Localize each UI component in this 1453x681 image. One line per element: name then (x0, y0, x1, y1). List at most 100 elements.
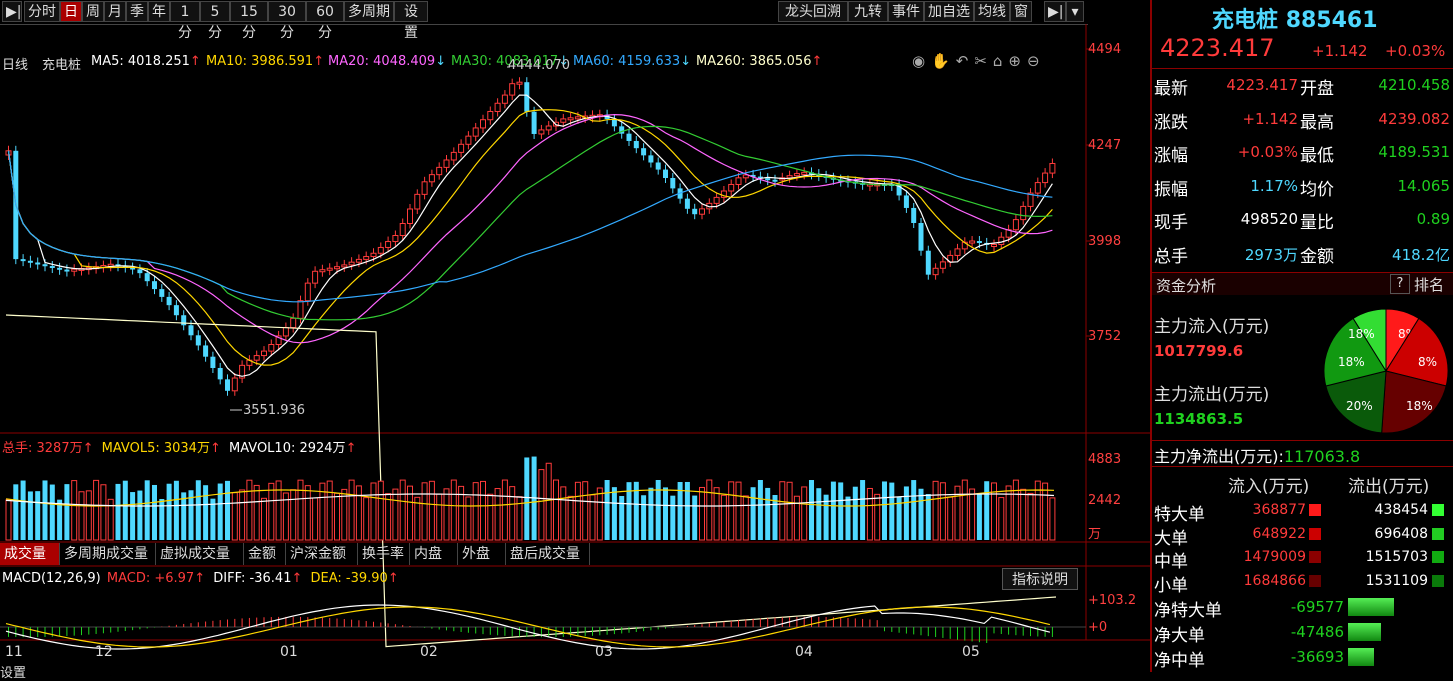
quote-label: 均价 (1300, 179, 1334, 200)
volume-axis-top: 4883 (1088, 452, 1122, 467)
net-outflow: 主力净流出(万元):117063.8 (1154, 447, 1361, 466)
period-tab-10[interactable]: 60分 (306, 1, 344, 41)
indicator-tab-8[interactable]: 盘后成交量 (506, 543, 590, 565)
indicator-tab-2[interactable]: 虚拟成交量 (156, 543, 244, 565)
volume-axis-mid: 2442 (1088, 493, 1122, 508)
indicator-tab-5[interactable]: 换手率 (358, 543, 410, 565)
volume-axis-unit: 万 (1088, 527, 1102, 542)
prev-arrow-icon[interactable]: ▶| (2, 1, 22, 22)
fund-analysis-bar: 资金分析 ? 排名 (1152, 273, 1453, 295)
high-annotation: 4444.070 (508, 58, 571, 73)
indicator-tab-4[interactable]: 沪深金额 (286, 543, 358, 565)
flow-in-swatch (1309, 504, 1321, 516)
indicator-tab-3[interactable]: 金额 (244, 543, 286, 565)
net-row-value: -36693 (1290, 648, 1344, 666)
pie-slice-label: 18% (1406, 399, 1433, 413)
quote-label: 总手 (1154, 246, 1188, 267)
flow-out-value: 696408 (1374, 525, 1428, 542)
dropdown-icon[interactable]: ▾ (1066, 1, 1084, 22)
pie-slice-label: 8% (1418, 355, 1437, 369)
pie-slice (1385, 317, 1449, 387)
quote-value: 4210.458 (1378, 76, 1450, 94)
tool-button-0[interactable]: 龙头回溯 (778, 1, 848, 22)
period-tab-0[interactable]: 分时 (24, 1, 60, 22)
x-axis-month: 04 (795, 644, 813, 660)
outflow-label: 主力流出(万元) (1154, 385, 1270, 405)
quote-value: +0.03% (1237, 143, 1298, 161)
flow-out-value: 1515703 (1365, 549, 1428, 565)
fund-pie-chart: 8%8%18%20%18%18% (1323, 308, 1449, 434)
quote-label: 开盘 (1300, 79, 1334, 99)
quote-label: 现手 (1154, 213, 1188, 233)
quote-label: 振幅 (1154, 179, 1188, 200)
flow-in-swatch (1309, 527, 1321, 540)
period-toolbar: ▶| 分时日周月季年 1分 5分 15分 30分 60分 多周期 设置 龙头回溯 九转 事件 加自选… (0, 0, 1088, 41)
period-tab-8[interactable]: 15分 (230, 1, 268, 41)
quote-label: 涨幅 (1154, 146, 1188, 166)
fund-rank-button[interactable]: 排名 (1414, 276, 1445, 294)
tool-button-3[interactable]: 加自选 (924, 1, 974, 22)
quote-value: 498520 (1240, 210, 1298, 228)
chart-tool-icons[interactable]: ◉✋↶✂⌂⊕⊖ (912, 52, 1046, 70)
indicator-tab-6[interactable]: 内盘 (410, 543, 458, 565)
jump-end-icon[interactable]: ▶| (1044, 1, 1066, 22)
quote-label: 金额 (1300, 246, 1334, 267)
quote-value: 418.2亿 (1392, 245, 1450, 264)
period-tab-6[interactable]: 1分 (170, 1, 200, 41)
flow-in-value: 648922 (1252, 525, 1306, 542)
flow-row-label: 特大单 (1154, 505, 1205, 525)
flow-out-swatch (1432, 551, 1444, 563)
indicator-explain-button[interactable]: 指标说明 (1002, 568, 1078, 590)
flow-out-swatch (1432, 504, 1444, 516)
period-tab-5[interactable]: 年 (148, 1, 170, 22)
ma260-value: MA260: 3865.056↑ (696, 54, 823, 69)
flow-row: 大单 648922 696408 (1152, 524, 1453, 549)
x-axis-month: 11 (5, 644, 23, 660)
period-tab-1[interactable]: 日 (60, 1, 82, 22)
net-flow-row: 净特大单 -69577 (1152, 596, 1453, 621)
period-tab-2[interactable]: 周 (82, 1, 104, 22)
quote-value: 1.17% (1250, 176, 1298, 195)
flow-row: 特大单 368877 438454 (1152, 500, 1453, 525)
tool-button-5[interactable]: 窗 (1010, 1, 1032, 22)
quote-value: 4189.531 (1378, 143, 1450, 161)
indicator-tab-1[interactable]: 多周期成交量 (60, 543, 156, 565)
period-tab-11[interactable]: 多周期 (344, 1, 394, 22)
quote-value: 4223.417 (1226, 76, 1298, 94)
period-tab-9[interactable]: 30分 (268, 1, 306, 41)
indicator-tab-7[interactable]: 外盘 (458, 543, 506, 565)
period-label: 日线 (2, 58, 29, 73)
panel-price: 4223.417 (1160, 34, 1275, 62)
period-tab-12[interactable]: 设置 (394, 1, 428, 41)
price-axis-label: 4247 (1088, 138, 1122, 153)
flow-out-swatch (1432, 527, 1444, 540)
net-row-bar (1348, 648, 1374, 666)
net-flow-row: 净中单 -36693 (1152, 646, 1453, 671)
index-name: 充电桩 (42, 58, 82, 73)
panel-change: +1.142 (1312, 42, 1368, 60)
ma30-value: MA30: 4083.017↓ (451, 54, 570, 69)
fund-help-button[interactable]: ? (1390, 274, 1410, 294)
flow-in-value: 368877 (1252, 502, 1306, 518)
period-tab-4[interactable]: 季 (126, 1, 148, 22)
panel-change-pct: +0.03% (1385, 42, 1446, 60)
net-row-value: -47486 (1290, 623, 1344, 641)
flow-in-swatch (1309, 551, 1321, 563)
tool-button-4[interactable]: 均线 (974, 1, 1010, 22)
ma10-value: MA10: 3986.591↑ (206, 54, 325, 69)
price-axis-label: 4494 (1088, 42, 1122, 57)
macd-axis-top: +103.2 (1088, 593, 1137, 608)
quote-panel: 充电桩 885461 4223.417 +1.142 +0.03% 最新 4223… (1150, 0, 1453, 672)
kline-chart (0, 24, 1150, 650)
period-tab-3[interactable]: 月 (104, 1, 126, 22)
flow-out-header: 流出(万元) (1348, 477, 1430, 497)
tool-button-1[interactable]: 九转 (848, 1, 888, 22)
ma5-value: MA5: 4018.251↑ (91, 54, 201, 69)
period-tab-7[interactable]: 5分 (200, 1, 230, 41)
indicator-tab-0[interactable]: 成交量 (0, 543, 60, 565)
flow-in-header: 流入(万元) (1228, 477, 1310, 497)
net-row-value: -69577 (1290, 598, 1344, 616)
quote-label: 最新 (1154, 79, 1188, 99)
x-axis-month: 02 (420, 644, 438, 660)
tool-button-2[interactable]: 事件 (888, 1, 924, 22)
